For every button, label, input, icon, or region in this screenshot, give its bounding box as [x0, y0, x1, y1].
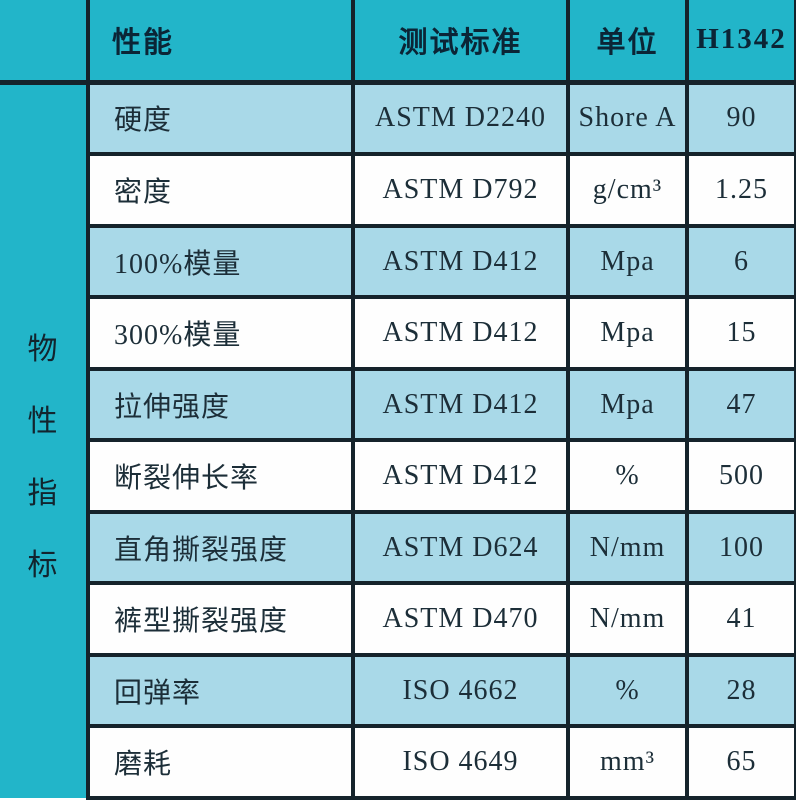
cell-standard: ISO 4649 — [351, 724, 570, 800]
table-row: 断裂伸长率 ASTM D412% 500 — [0, 438, 796, 514]
cell-value: 15 — [685, 295, 796, 371]
cell-standard: ISO 4662 — [351, 652, 570, 729]
table-row: 物性指标 硬度 ASTM D2240 Shore A 90 — [0, 79, 796, 798]
cell-unit: % — [566, 652, 689, 729]
cell-standard: ASTM D792 — [351, 152, 570, 228]
cell-unit: Mpa — [566, 295, 689, 371]
cell-property: 裤型撕裂强度 — [86, 581, 355, 657]
cell-standard: ASTM D412 — [351, 366, 570, 443]
cell-unit: Shore A — [566, 79, 689, 157]
table-row: 密度 ASTM D792 g/cm³ 1.25 — [0, 152, 796, 228]
cell-property: 磨耗 — [86, 724, 355, 800]
cell-value: 6 — [685, 223, 796, 300]
cell-value: 41 — [685, 581, 796, 657]
cell-standard: ASTM D412 — [351, 295, 570, 371]
cell-property: 拉伸强度 — [86, 366, 355, 443]
cell-standard: ASTM D412 — [351, 438, 570, 514]
cell-property: 直角撕裂强度 — [86, 509, 355, 586]
table-row: 磨耗 ISO 4649 mm³ 65 — [0, 724, 796, 800]
cell-standard: ASTM D412 — [351, 223, 570, 300]
cell-unit: % — [566, 438, 689, 514]
corner-cell — [0, 0, 90, 85]
cell-standard: ASTM D624 — [351, 509, 570, 586]
cell-property: 硬度 — [86, 79, 355, 157]
cell-standard: ASTM D2240 — [351, 79, 570, 157]
side-label-char: 性 — [27, 405, 59, 439]
cell-unit: N/mm — [566, 509, 689, 586]
side-label-char: 物 — [27, 333, 59, 367]
cell-value: 1.25 — [685, 152, 796, 228]
header-property: 性能 — [86, 0, 355, 85]
header-standard: 测试标准 — [351, 0, 570, 85]
cell-property: 断裂伸长率 — [86, 438, 355, 514]
table-row: 回弹率 ISO 4662% 28 — [0, 652, 796, 729]
side-label: 物性指标 — [0, 298, 84, 584]
cell-property: 300%模量 — [86, 295, 355, 371]
table-row: 100%模量 ASTM D412 Mpa 6 — [0, 223, 796, 300]
cell-unit: Mpa — [566, 223, 689, 300]
cell-unit: Mpa — [566, 366, 689, 443]
category-side-cell: 物性指标 — [0, 80, 90, 798]
cell-standard: ASTM D470 — [351, 581, 570, 657]
table-row: 裤型撕裂强度 ASTM D470 N/mm 41 — [0, 581, 796, 657]
table-row: 直角撕裂强度 ASTM D624 N/mm 100 — [0, 509, 796, 586]
table-body: 物性指标硬度 ASTM D2240 Shore A 90 密度 ASTM D792 g/cm… — [0, 79, 796, 800]
cell-value: 100 — [685, 509, 796, 586]
cell-value: 28 — [685, 652, 796, 729]
cell-value: 500 — [685, 438, 796, 514]
side-label-char: 指 — [27, 477, 59, 511]
table-row: 300%模量 ASTM D412 Mpa 15 — [0, 295, 796, 371]
cell-unit: N/mm — [566, 581, 689, 657]
table-row: 拉伸强度 ASTM D412 Mpa 47 — [0, 366, 796, 443]
header-unit: 单位 — [566, 0, 689, 85]
side-label-char: 标 — [27, 549, 59, 583]
header-grade: H1342 — [685, 0, 796, 85]
cell-value: 47 — [685, 366, 796, 443]
cell-value: 65 — [685, 724, 796, 800]
cell-property: 回弹率 — [86, 652, 355, 729]
cell-value: 90 — [685, 79, 796, 157]
header-row: 性能 测试标准 单位 H1342 — [0, 0, 796, 85]
cell-unit: g/cm³ — [566, 152, 689, 228]
cell-property: 100%模量 — [86, 223, 355, 300]
cell-property: 密度 — [86, 152, 355, 228]
cell-unit: mm³ — [566, 724, 689, 800]
